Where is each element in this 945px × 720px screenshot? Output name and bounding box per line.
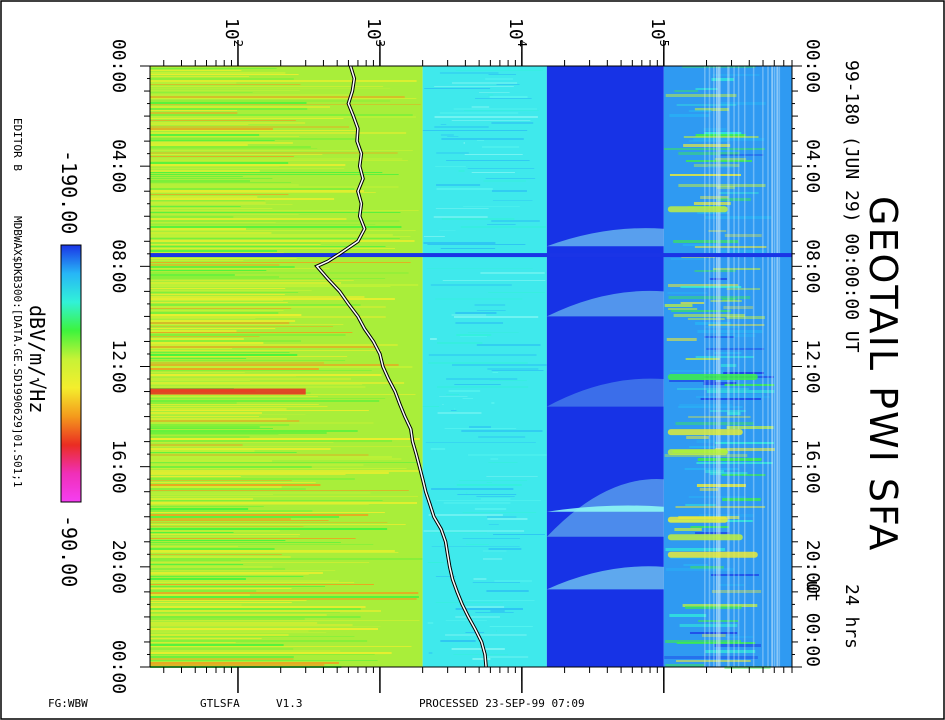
trace-line [315, 65, 487, 668]
footer-processed: PROCESSED 23-SEP-99 07:09 [419, 697, 585, 710]
time-tick-label-right: 00:00 [802, 39, 823, 93]
source-file-label: MDBWAX$DKB300:[DATA.GE.SD1990629]01.S01;… [11, 216, 24, 488]
page-title: GEOTAIL PWI SFA [861, 196, 905, 553]
time-ticks [140, 65, 802, 668]
spectrogram-streaks [150, 66, 781, 669]
time-tick-label-right: 04:00 [802, 139, 823, 193]
colorbar-max-label: -90.00 [57, 515, 81, 588]
time-tick-label-left: 00:00 [108, 39, 129, 93]
time-tick-label-left: 04:00 [108, 139, 129, 193]
band-1 [422, 66, 547, 667]
freq-tick-label: 104 [505, 18, 529, 47]
time-tick-label-right: 12:00 [802, 339, 823, 393]
freq-tick-label: 105 [647, 18, 671, 47]
editor-label: EDITOR B [11, 118, 24, 171]
time-tick-label-left: 16:00 [108, 440, 129, 494]
time-tick-label-right: 20:00 [802, 540, 823, 594]
time-tick-label-right: 08:00 [802, 239, 823, 293]
time-tick-label-left: 12:00 [108, 339, 129, 393]
duration-label: 24 hrs [841, 584, 862, 650]
time-tick-label-left: 20:00 [108, 540, 129, 594]
time-tick-label-left: 00:00 [108, 640, 129, 694]
footer-fg: FG:WBW [48, 697, 88, 710]
footer-program: GTLSFA [200, 697, 240, 710]
colorbar-min-label: -190.00 [57, 150, 81, 235]
time-tick-label-right: 16:00 [802, 440, 823, 494]
footer-version: V1.3 [276, 697, 303, 710]
time-tick-label-right: ut 00:00 [802, 580, 823, 667]
data-gap-line [150, 253, 792, 258]
spectrogram-heatmap [150, 66, 792, 669]
colorbar [60, 244, 82, 503]
colorbar-unit-label: dBV/m/√Hz [25, 305, 49, 414]
time-tick-label-left: 08:00 [108, 239, 129, 293]
event-1 [150, 388, 306, 395]
spectrogram-emissions [546, 206, 758, 590]
frequency-ticks [163, 52, 793, 681]
freq-tick-label: 103 [363, 18, 387, 47]
date-subtitle: 99-180 (JUN 29) 00:00:00 UT [841, 60, 862, 353]
freq-tick-label: 102 [221, 18, 245, 47]
